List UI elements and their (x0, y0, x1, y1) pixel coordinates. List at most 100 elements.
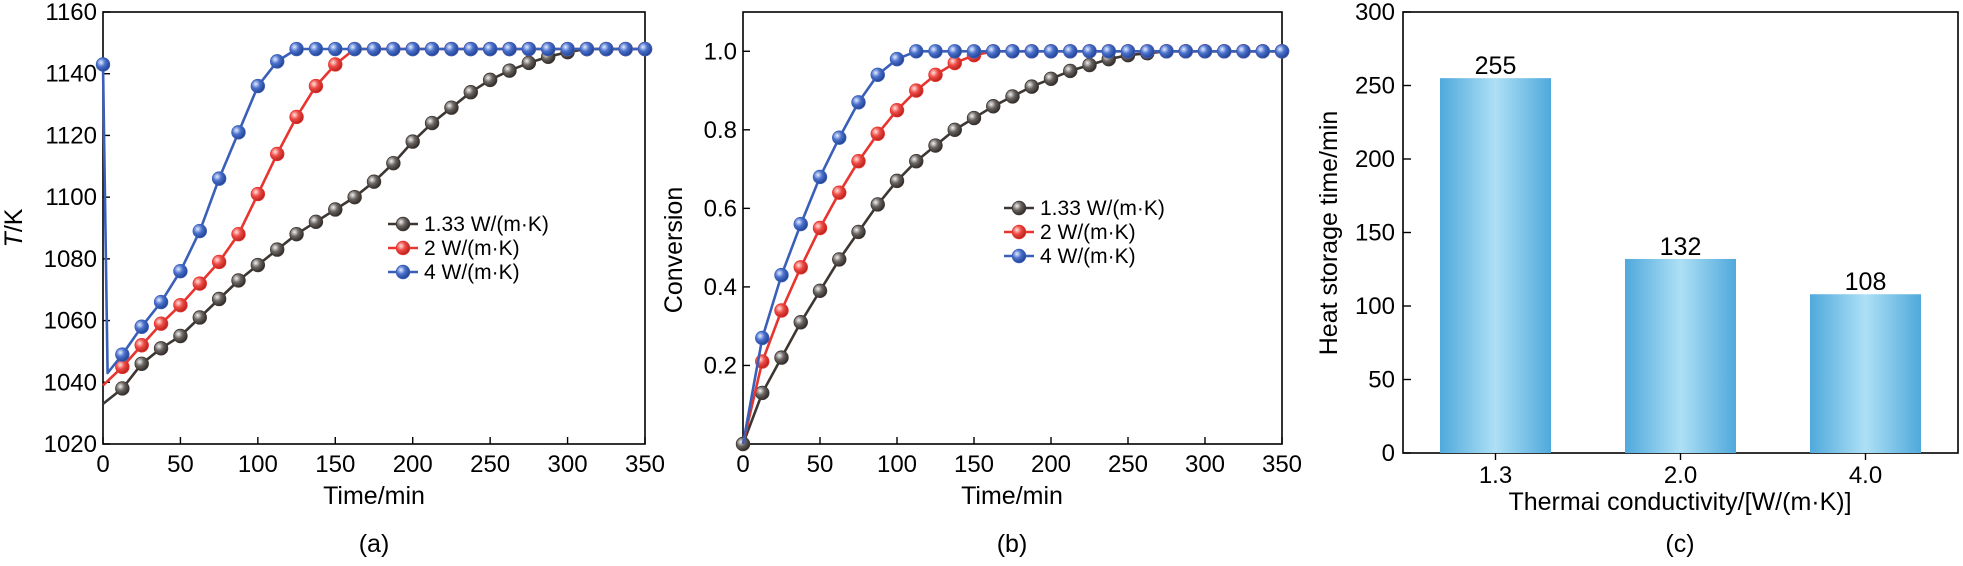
b-x-tick-label-50: 50 (807, 451, 834, 478)
b-marker-4-w-m-k-18 (1101, 44, 1116, 59)
a-marker-4-w-m-k-11 (308, 41, 324, 57)
a-legend-marker-4-w-m-k (395, 264, 411, 280)
b-marker-1-33-w-m-k-7 (870, 197, 885, 212)
panel-a-x-axis-label: Time/min (323, 482, 425, 510)
b-marker-4-w-m-k-16 (1063, 44, 1078, 59)
b-marker-2-w-m-k-2 (793, 260, 808, 275)
panel-b-y-ticks: 0.2 0.4 0.6 0.8 1.0 (704, 38, 750, 379)
a-marker-1-33-w-m-k-2 (153, 341, 169, 356)
a-marker-4-w-m-k-17 (424, 41, 440, 57)
c-y-tick-label-50: 50 (1368, 367, 1395, 394)
panel-b-y-axis-label: Conversion (660, 187, 688, 313)
a-marker-1-33-w-m-k-21 (521, 55, 537, 71)
panel-a: 0 50 100 150 200 250 300 350 1020 1040 1060 1080 11… (0, 0, 665, 558)
b-marker-4-w-m-k-22 (1178, 44, 1193, 59)
b-marker-4-w-m-k-11 (966, 44, 982, 59)
b-x-tick-label-0: 0 (736, 451, 749, 478)
a-marker-1-33-w-m-k-19 (482, 72, 498, 88)
a-marker-4-w-m-k-26 (599, 41, 614, 57)
b-x-tick-label-250: 250 (1108, 451, 1148, 478)
a-legend-marker-2-w-m-k (395, 240, 411, 256)
c-bar-value-label-4-0: 108 (1845, 268, 1887, 296)
a-marker-1-33-w-m-k-18 (463, 85, 478, 100)
a-marker-4-w-m-k-28 (637, 41, 653, 57)
b-marker-4-w-m-k-6 (870, 67, 885, 83)
a-marker-1-33-w-m-k-14 (386, 155, 401, 171)
b-marker-4-w-m-k-25 (1236, 44, 1251, 59)
panel-b-plot-frame (742, 11, 1283, 445)
panel-b-legend: 1.33 W/(m·K)2 W/(m·K)4 W/(m·K) (1004, 197, 1165, 268)
a-x-tick-label-100: 100 (238, 451, 278, 478)
a-legend-item-2-w-m-k: 2 W/(m·K) (388, 237, 520, 260)
a-marker-4-w-m-k-3 (153, 294, 169, 310)
b-marker-4-w-m-k-27 (1274, 44, 1290, 59)
b-legend-item-4-w-m-k: 4 W/(m·K) (1004, 245, 1136, 268)
a-marker-1-33-w-m-k-4 (192, 310, 207, 325)
b-marker-1-33-w-m-k-2 (774, 350, 789, 365)
b-y-tick-label-1-0: 1.0 (704, 38, 737, 65)
a-legend-label-4-w-m-k: 4 W/(m·K) (424, 261, 520, 284)
c-y-tick-label-0: 0 (1382, 440, 1395, 467)
panel-b-x-axis-label: Time/min (961, 482, 1063, 510)
a-marker-1-33-w-m-k-6 (231, 273, 246, 288)
a-x-tick-label-200: 200 (393, 451, 433, 478)
panel-a-y-axis-label-symbol: T (0, 230, 28, 247)
panel-a-tag: (a) (359, 530, 390, 558)
a-x-tick-label-0: 0 (96, 451, 109, 478)
panel-b-series (735, 44, 1290, 452)
a-marker-4-w-m-k-18 (444, 41, 459, 57)
b-marker-2-w-m-k-7 (889, 102, 905, 118)
b-x-tick-label-100: 100 (877, 451, 917, 478)
a-series-line-4-w-m-k (101, 47, 645, 375)
b-marker-1-33-w-m-k-4 (812, 283, 828, 299)
a-marker-2-w-m-k-5 (211, 254, 227, 270)
a-x-tick-label-150: 150 (315, 451, 355, 478)
b-marker-4-w-m-k-20 (1140, 44, 1155, 59)
b-marker-4-w-m-k-4 (832, 130, 847, 145)
a-y-tick-label-1040: 1040 (44, 369, 97, 396)
b-series-4-w-m-k (741, 44, 1290, 445)
a-marker-4-w-m-k-7 (231, 125, 246, 140)
b-marker-4-w-m-k-21 (1159, 44, 1174, 59)
b-marker-4-w-m-k-1 (774, 267, 789, 283)
b-legend-marker-1-33-w-m-k (1011, 200, 1027, 216)
a-marker-1-33-w-m-k-11 (328, 202, 343, 217)
b-marker-4-w-m-k-5 (851, 95, 866, 110)
a-legend-label-1-33-w-m-k: 1.33 W/(m·K) (424, 213, 549, 236)
c-y-tick-label-250: 250 (1355, 73, 1395, 100)
a-marker-4-w-m-k-16 (405, 41, 420, 57)
c-bar-value-label-1-3: 255 (1475, 52, 1517, 80)
b-marker-1-33-w-m-k-9 (909, 154, 924, 169)
b-marker-2-w-m-k-4 (832, 185, 847, 200)
a-marker-2-w-m-k-2 (153, 316, 169, 331)
b-marker-4-w-m-k-26 (1255, 44, 1270, 59)
a-marker-4-w-m-k-19 (463, 41, 478, 57)
b-legend-marker-2-w-m-k (1011, 224, 1027, 240)
panel-a-y-axis-label-unit: /K (0, 208, 28, 232)
a-marker-4-w-m-k-9 (270, 54, 285, 69)
panel-c-y-axis-label: Heat storage time/min (1315, 111, 1343, 356)
c-x-tick-label-4-0: 4.0 (1849, 462, 1882, 489)
b-marker-1-33-w-m-k-18 (1082, 57, 1097, 73)
c-x-tick-label-2-0: 2.0 (1664, 462, 1697, 489)
c-bar-1-3 (1440, 78, 1551, 454)
a-marker-4-w-m-k-0 (95, 57, 111, 72)
b-marker-1-33-w-m-k-1 (755, 385, 770, 401)
a-marker-1-33-w-m-k-15 (405, 134, 420, 149)
a-marker-4-w-m-k-10 (289, 41, 304, 57)
b-y-tick-label-0-4: 0.4 (704, 274, 737, 301)
b-marker-2-w-m-k-5 (851, 154, 866, 169)
a-x-tick-label-250: 250 (470, 451, 510, 478)
b-legend-label-4-w-m-k: 4 W/(m·K) (1040, 245, 1136, 268)
a-marker-2-w-m-k-4 (192, 276, 207, 291)
a-marker-4-w-m-k-5 (192, 223, 207, 239)
b-marker-4-w-m-k-15 (1043, 44, 1059, 59)
c-y-tick-label-200: 200 (1355, 146, 1395, 173)
a-marker-4-w-m-k-13 (347, 41, 362, 57)
b-marker-1-33-w-m-k-17 (1063, 63, 1078, 79)
b-marker-2-w-m-k-6 (870, 126, 885, 141)
b-marker-2-w-m-k-1 (774, 303, 789, 318)
b-x-tick-label-150: 150 (954, 451, 994, 478)
a-marker-4-w-m-k-14 (366, 41, 382, 57)
b-series-2-w-m-k (741, 44, 1290, 445)
